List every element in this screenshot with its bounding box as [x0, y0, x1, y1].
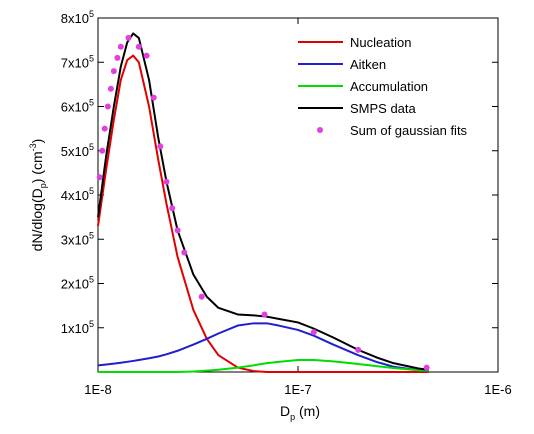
y-label-part: dN/dlog(D	[29, 188, 45, 251]
fit-point	[125, 34, 132, 41]
series-line	[97, 322, 429, 373]
y-tick-exponent: 5	[89, 230, 94, 240]
fit-point	[174, 227, 181, 234]
fit-point	[135, 43, 142, 50]
y-tick-exponent: 5	[89, 319, 94, 329]
y-tick-exponent: 5	[89, 9, 94, 19]
y-tick-mantissa: 8x10	[61, 11, 89, 26]
y-tick-mantissa: 5x10	[61, 144, 89, 159]
legend-label: SMPS data	[350, 101, 417, 116]
series-line	[97, 54, 429, 373]
fit-point	[96, 174, 103, 181]
y-tick-exponent: 5	[89, 186, 94, 196]
legend-swatch	[317, 127, 323, 133]
y-tick-label: 6x105	[61, 98, 94, 115]
y-label-sub: p	[38, 183, 48, 188]
fit-point	[198, 293, 205, 300]
fit-point	[104, 103, 111, 110]
y-tick-mantissa: 1x10	[61, 321, 89, 336]
y-tick-exponent: 5	[89, 142, 94, 152]
y-tick-label: 8x105	[61, 9, 94, 26]
fit-point	[114, 54, 121, 61]
legend-label: Aitken	[350, 57, 386, 72]
legend-label: Accumulation	[350, 79, 428, 94]
y-label-part: )	[29, 139, 45, 144]
fit-point	[107, 85, 114, 92]
fit-point	[261, 311, 268, 318]
x-label-part: D	[280, 403, 290, 419]
fit-point	[355, 346, 362, 353]
legend-label: Sum of gaussian fits	[350, 123, 468, 138]
y-tick-label: 7x105	[61, 53, 94, 70]
fit-point	[169, 205, 176, 212]
y-label-sup: -3	[28, 143, 38, 151]
fit-point	[163, 178, 170, 185]
x-label-part: (m)	[295, 403, 320, 419]
series-line	[98, 359, 429, 373]
plot-frame	[97, 17, 499, 373]
y-tick-exponent: 5	[89, 275, 94, 285]
fit-point	[150, 94, 157, 101]
y-tick-label: 1x105	[61, 319, 94, 336]
fit-point	[143, 52, 150, 59]
y-tick-exponent: 5	[89, 98, 94, 108]
y-tick-exponent: 5	[89, 53, 94, 63]
fit-point	[110, 68, 117, 75]
y-tick-label: 4x105	[61, 186, 94, 203]
fit-point	[101, 125, 108, 132]
fit-point	[181, 249, 188, 256]
y-tick-mantissa: 2x10	[61, 277, 89, 292]
legend-label: Nucleation	[350, 35, 411, 50]
y-tick-mantissa: 6x10	[61, 100, 89, 115]
y-tick-mantissa: 4x10	[61, 188, 89, 203]
fit-point	[310, 329, 317, 336]
fit-point	[423, 364, 430, 371]
x-axis-label: Dp (m)	[280, 403, 320, 422]
fit-point	[117, 43, 124, 50]
x-tick-label: 1E-6	[484, 382, 511, 397]
x-tick-label: 1E-8	[84, 382, 111, 397]
x-tick-label: 1E-7	[284, 382, 311, 397]
x-label-sub: p	[290, 412, 295, 422]
y-tick-label: 2x105	[61, 275, 94, 292]
y-tick-label: 3x105	[61, 230, 94, 247]
y-tick-mantissa: 7x10	[61, 55, 89, 70]
fit-point	[99, 147, 106, 154]
y-tick-label: 5x105	[61, 142, 94, 159]
fit-point	[157, 143, 164, 150]
y-label-part: ) (cm	[29, 151, 45, 183]
y-tick-mantissa: 3x10	[61, 232, 89, 247]
y-axis-label: dN/dlog(Dp) (cm-3)	[28, 139, 48, 252]
